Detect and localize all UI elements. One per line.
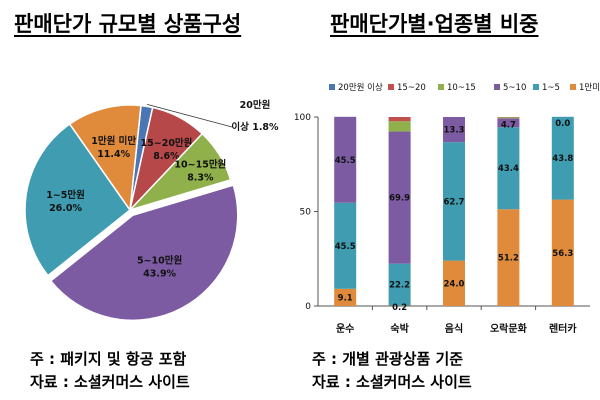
bar-segment [388,131,411,264]
bar-data-label: 45.5 [335,242,356,252]
pie-chart-note: 주 : 패키지 및 항공 포함 [30,350,187,368]
legend-swatch [570,84,576,90]
bar-segment [443,142,465,261]
legend-swatch [329,84,335,90]
x-category-label: 음식 [445,322,463,335]
pie-slice-label: 1만원 미만 [91,135,136,147]
pie-slice-label: 20만원 [240,99,271,111]
bar-segment [551,116,574,200]
bar-segment [497,127,520,210]
pie-slice-label: 10~15만원 [174,158,226,170]
legend-label: 5~10 [503,83,526,93]
bar-segment [388,117,411,122]
bar-data-label: 62.7 [444,197,465,207]
pie-slice-label: 15~20만원 [141,137,193,149]
pie-slice [24,122,132,277]
bar-segment [443,260,465,306]
pie-chart-title: 판매단가 규모별 상품구성 [14,12,242,36]
bar-segment [497,118,520,128]
bar-data-label: 45.5 [335,156,356,166]
legend-swatch [494,84,500,90]
bar-segment [334,288,357,306]
bar-data-label: 4.7 [501,120,516,130]
pie-slice-value: 8.6% [153,151,180,162]
legend-label: 1~5 [542,83,560,93]
bar-segment [497,117,520,119]
bar-data-label: 0.2 [392,303,407,313]
bar-data-label: 0.0 [555,119,570,129]
pie-slice-value: 11.4% [97,149,130,160]
pie-slice-value: 8.3% [187,172,214,183]
bar-data-label: 24.0 [444,279,465,289]
bar-chart-source: 자료 : 소셜커머스 사이트 [312,373,472,391]
pie-slice-value: 26.0% [49,203,82,214]
bar-chart-title: 판매단가별·업종별 비중 [330,12,539,36]
pie-slice-value: 이상 1.8% [231,121,279,133]
legend-swatch [533,84,539,90]
stacked-bar-chart: 0 50 100 운수 숙박 음식 오락문화 렌터카 9.1 0.2 24.0 51.2 56.3 45.… [294,82,600,335]
legend-label: 20만원 이상 [338,82,383,93]
legend-label: 10~15 [447,83,476,93]
pie-slice-label: 5~10만원 [137,254,182,266]
pie-slice-value: 43.9% [143,268,176,279]
y-tick-label: 0 [305,302,311,312]
bar-segment [388,121,411,132]
bar-data-label: 22.2 [389,281,410,291]
pie-slice [127,132,232,212]
x-category-label: 렌터카 [549,322,577,335]
bar-chart-note: 주 : 개별 관광상품 기준 [312,350,464,368]
legend-swatch [388,84,394,90]
bar-data-label: 69.9 [389,194,410,204]
bar-data-label: 43.8 [552,154,573,164]
pie-chart-source: 자료 : 소셜커머스 사이트 [30,373,190,391]
y-tick-label: 100 [294,113,311,123]
x-category-label: 오락문화 [490,323,528,335]
legend-label: 15~20 [397,83,426,93]
x-category-label: 운수 [336,323,354,335]
bar-segment [443,117,465,143]
x-category-label: 숙박 [390,322,409,335]
bar-segment [497,209,520,306]
bar-data-label: 51.2 [498,254,519,264]
legend-swatch [438,84,444,90]
legend-label: 1만미만 [579,83,600,93]
y-tick-label: 50 [300,208,312,218]
bar-data-label: 9.1 [338,293,353,303]
pie-slice-label: 1~5만원 [46,189,85,201]
bar-data-label: 43.4 [498,164,519,174]
pie-slice [49,184,239,322]
pie-leader-line [147,104,233,128]
bar-segment [334,202,357,289]
bar-segment [334,116,357,203]
bar-data-label: 56.3 [552,249,573,259]
bar-segment [551,199,574,306]
bar-data-label: 13.3 [444,126,465,136]
bar-segment [388,263,411,306]
pie-slice [68,104,142,213]
